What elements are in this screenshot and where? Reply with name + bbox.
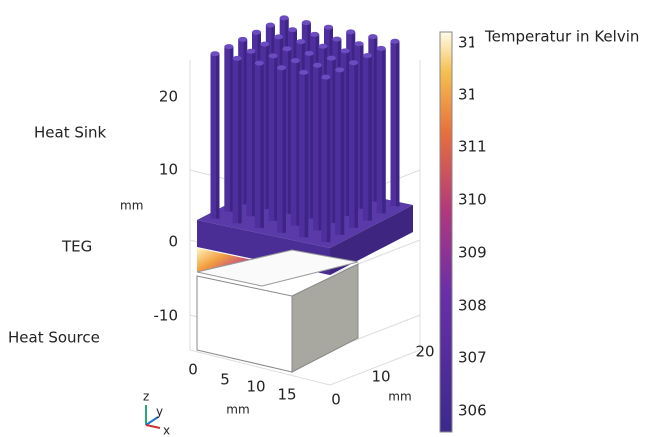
pin-top	[280, 15, 289, 20]
pin-top	[335, 67, 344, 72]
x-tick: 5	[220, 371, 230, 389]
pin-shade	[368, 56, 372, 221]
pin-top	[305, 51, 314, 56]
z-tick: 10	[159, 161, 178, 179]
pin-top	[349, 60, 358, 65]
source-side	[292, 264, 358, 372]
pin-top	[324, 25, 333, 30]
pin-shade	[305, 72, 309, 237]
pin-top	[260, 42, 269, 47]
colorbar-tick: 306	[458, 402, 487, 420]
y-tick: 20	[415, 343, 434, 361]
pin-top	[355, 41, 364, 46]
triad: z y x	[143, 390, 170, 437]
page: 31 31 311 310 309 308 307 306 Temperatur…	[0, 0, 646, 437]
colorbar-tick: 307	[458, 349, 487, 367]
colorbar-tick: 310	[458, 191, 487, 209]
pin-shade	[396, 41, 400, 206]
pin-top	[310, 32, 319, 37]
pin-top	[211, 51, 220, 56]
pin-top	[319, 44, 328, 49]
pin-top	[341, 48, 350, 53]
colorbar-tick: 309	[458, 244, 487, 262]
pin-shade	[327, 77, 331, 242]
colorbar-title: Temperatur in Kelvin	[484, 28, 639, 46]
colorbar-tick: 308	[458, 297, 487, 315]
pin-top	[233, 56, 242, 61]
pin-top	[296, 39, 305, 44]
pin-shade	[341, 70, 345, 235]
pin-top	[346, 29, 355, 34]
pin-top	[377, 46, 386, 51]
pin-top	[363, 53, 372, 58]
pin-shade	[238, 58, 242, 223]
pin-top	[224, 44, 233, 49]
pin-top	[238, 37, 247, 42]
colorbar-tick: 31	[458, 34, 477, 52]
x-unit: mm	[226, 403, 249, 417]
y-tick: 10	[371, 368, 390, 386]
pin-top	[283, 46, 292, 51]
pin-shade	[260, 63, 264, 228]
pin-top	[332, 37, 341, 42]
pin-top	[247, 49, 256, 54]
triad-label: x	[163, 424, 170, 437]
pin-top	[291, 58, 300, 63]
z-unit: mm	[120, 199, 143, 213]
colorbar	[440, 32, 452, 432]
pin-top	[313, 63, 322, 68]
z-tick: -10	[154, 307, 179, 325]
z-tick: 0	[168, 233, 178, 251]
heat-sink	[197, 15, 413, 275]
pin-top	[288, 27, 297, 32]
pin-top	[327, 56, 336, 61]
pin-top	[255, 61, 264, 66]
pin-top	[391, 39, 400, 44]
pin-top	[321, 75, 330, 80]
pin-top	[252, 30, 261, 35]
pin-top	[299, 70, 308, 75]
x-tick: 10	[246, 378, 265, 396]
triad-label: y	[156, 405, 163, 419]
triad-label: z	[143, 390, 149, 404]
colorbar-tick: 31	[458, 86, 477, 104]
source-front	[197, 276, 292, 372]
pin-top	[302, 20, 311, 25]
x-tick: 0	[188, 361, 198, 379]
z-tick: 20	[159, 88, 178, 106]
pin-shade	[283, 68, 287, 233]
label: Heat Source	[8, 329, 100, 347]
x-tick: 15	[277, 386, 296, 404]
pin-top	[269, 53, 278, 58]
colorbar-tick: 311	[458, 138, 487, 156]
pin-top	[274, 34, 283, 39]
y-tick: 0	[331, 391, 341, 409]
pin-top	[277, 65, 286, 70]
pin-shade	[355, 63, 359, 228]
pin-top	[368, 34, 377, 39]
pin-shade	[216, 54, 220, 219]
pin-top	[266, 23, 275, 28]
y-unit: mm	[388, 390, 411, 404]
scene: 31 31 311 310 309 308 307 306 Temperatur…	[0, 0, 646, 437]
label: Heat Sink	[34, 124, 107, 142]
pin-shade	[382, 48, 386, 213]
label: TEG	[61, 238, 92, 256]
